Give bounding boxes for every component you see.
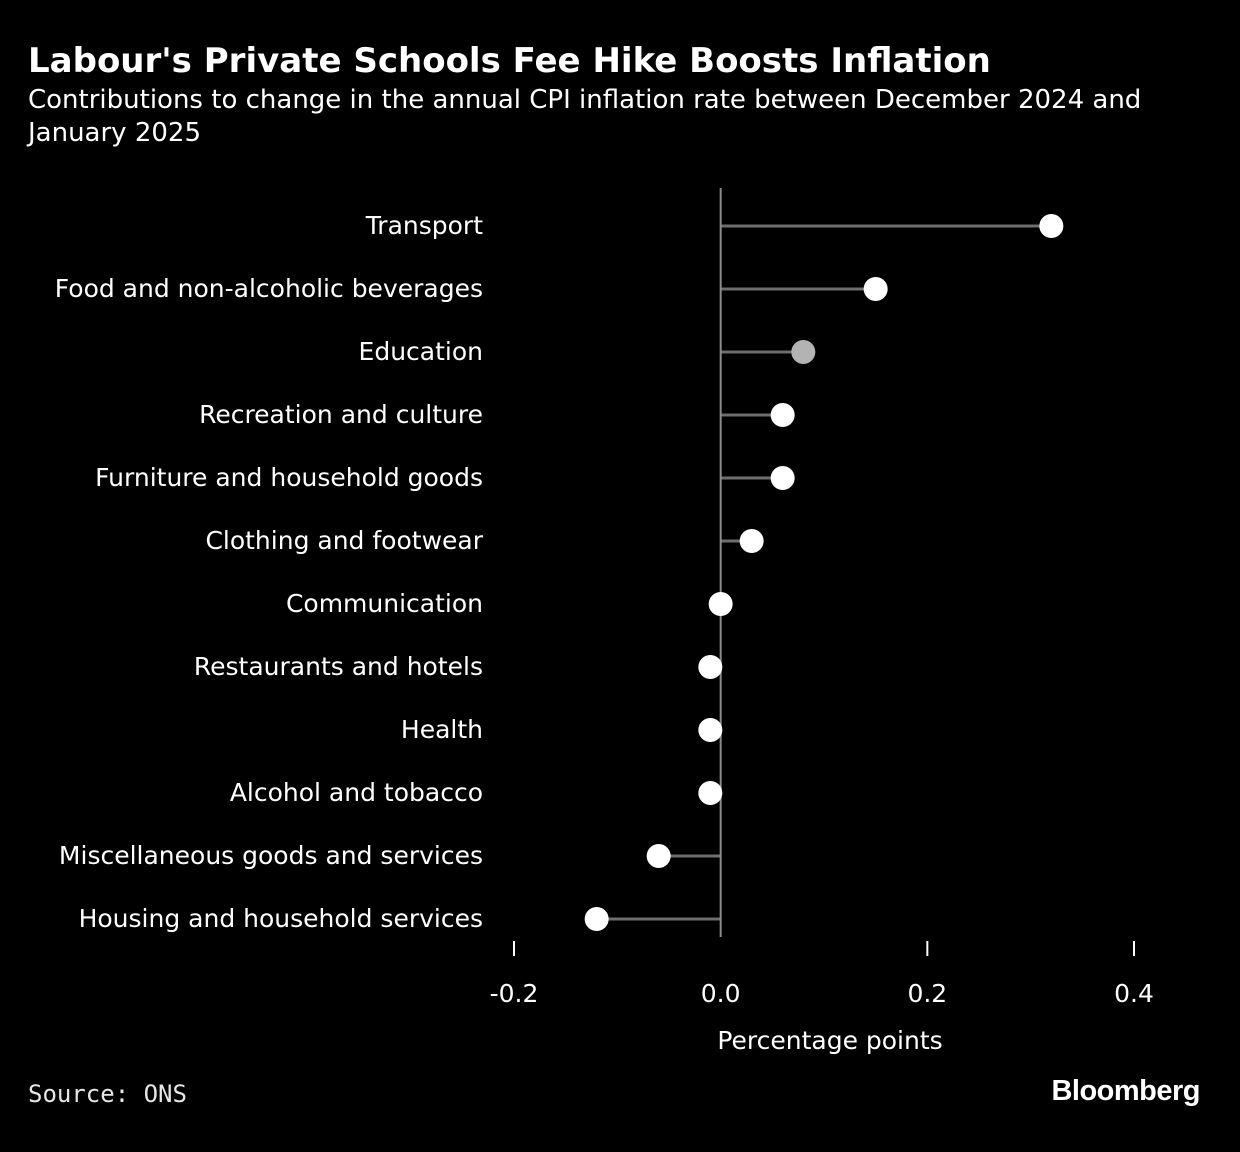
category-label-restaurants-and-hotels: Restaurants and hotels — [194, 652, 483, 681]
category-labels: Transport Food and non-alcoholic beverage… — [55, 211, 484, 933]
x-axis-title: Percentage points — [717, 1026, 942, 1055]
marker-miscellaneous-goods-and-services — [646, 844, 671, 868]
x-tick-label: 0.0 — [701, 979, 741, 1008]
category-label-transport: Transport — [365, 211, 484, 240]
chart-title: Labour's Private Schools Fee Hike Boosts… — [28, 41, 991, 81]
marker-health — [698, 718, 723, 742]
marker-clothing-and-footwear — [739, 529, 764, 553]
marker-transport — [1039, 214, 1064, 238]
marker-restaurants-and-hotels — [698, 655, 723, 679]
marker-communication — [708, 592, 733, 616]
x-axis-ticks: -0.2 0.0 0.2 0.4 — [490, 941, 1154, 1008]
category-label-health: Health — [401, 715, 483, 744]
category-label-furniture-and-household-goods: Furniture and household goods — [95, 463, 483, 492]
category-label-communication: Communication — [286, 589, 483, 618]
category-label-clothing-and-footwear: Clothing and footwear — [205, 526, 483, 555]
category-label-education: Education — [359, 337, 483, 366]
category-label-food-and-non-alcoholic-beverages: Food and non-alcoholic beverages — [55, 274, 483, 303]
marker-alcohol-and-tobacco — [698, 781, 723, 805]
x-tick-label: 0.4 — [1114, 979, 1154, 1008]
marker-education — [791, 340, 816, 364]
x-tick-label: 0.2 — [907, 979, 947, 1008]
stems-layer — [596, 224, 1052, 921]
category-label-housing-and-household-services: Housing and household services — [79, 904, 483, 933]
marker-recreation-and-culture — [770, 403, 795, 427]
source-note: Source: ONS — [28, 1080, 187, 1108]
category-label-recreation-and-culture: Recreation and culture — [199, 400, 483, 429]
x-tick-label: -0.2 — [490, 979, 539, 1008]
marker-furniture-and-household-goods — [770, 466, 795, 490]
bloomberg-logo: Bloomberg — [1051, 1075, 1200, 1107]
marker-housing-and-household-services — [584, 907, 609, 931]
chart-subtitle: Contributions to change in the annual CP… — [28, 85, 1142, 148]
marker-food-and-non-alcoholic-beverages — [863, 277, 888, 301]
category-label-miscellaneous-goods-and-services: Miscellaneous goods and services — [59, 841, 483, 870]
category-label-alcohol-and-tobacco: Alcohol and tobacco — [230, 778, 483, 807]
markers-layer — [584, 214, 1064, 931]
